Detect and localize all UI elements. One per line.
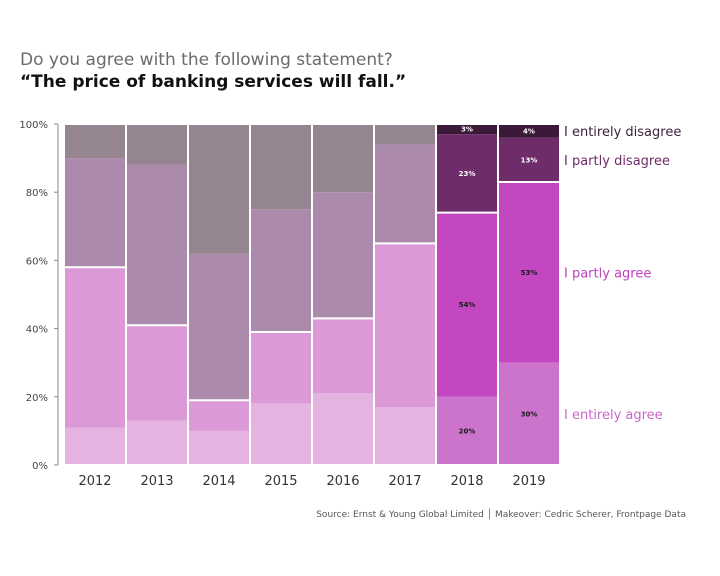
bar-segment-2013-i-entirely-agree [126, 420, 188, 465]
x-tick-label: 2019 [512, 474, 545, 489]
data-label-2018-i-partly-agree: 54% [459, 301, 476, 309]
bar-segment-2017-i-partly-agree [374, 243, 436, 408]
y-tick-label: 60% [26, 256, 48, 267]
x-tick-label: 2012 [78, 474, 111, 489]
bar-segment-2013-i-entirely-disagree [126, 124, 188, 165]
data-label-2019-i-entirely-disagree: 4% [523, 127, 535, 135]
data-labels-layer: 20% 54% 23% 3% 30% 53% 13% 4% [459, 126, 538, 436]
y-tick-label: 80% [26, 188, 48, 199]
bar-segment-2015-i-entirely-agree [250, 403, 312, 465]
x-tick-label: 2016 [326, 474, 359, 489]
data-label-2018-i-partly-disagree: 23% [459, 170, 476, 178]
bar-segment-2018-i-entirely-disagree [436, 124, 498, 135]
legend-labels: I entirely agree I partly agree I partly d… [564, 125, 681, 423]
bar-segment-2013-i-partly-agree [126, 325, 188, 421]
bar-segment-2017-i-entirely-disagree [374, 124, 436, 145]
bar-segment-2019-i-partly-agree [498, 181, 560, 363]
legend-label-i-entirely-disagree: I entirely disagree [564, 125, 681, 140]
bar-segment-2018-i-partly-agree [436, 212, 498, 397]
bar-segment-2017-i-partly-disagree [374, 144, 436, 244]
y-axis: 0% 20% 40% 60% 80% 100% [19, 120, 59, 472]
bar-segment-2015-i-partly-disagree [250, 209, 312, 333]
bar-segment-2014-i-entirely-agree [188, 430, 250, 465]
bar-segment-2019-i-entirely-agree [498, 362, 560, 465]
bar-segment-2016-i-entirely-agree [312, 393, 374, 465]
x-tick-label: 2015 [264, 474, 297, 489]
data-label-2019-i-partly-agree: 53% [521, 269, 538, 277]
bar-segment-2012-i-partly-disagree [64, 158, 126, 268]
bar-segment-2015-i-partly-agree [250, 332, 312, 404]
bar-segment-2017-i-entirely-agree [374, 407, 436, 465]
data-label-2019-i-entirely-agree: 30% [521, 410, 538, 418]
chart-question: Do you agree with the following statemen… [20, 50, 393, 70]
bars-layer [63, 123, 561, 466]
legend-label-i-partly-agree: I partly agree [564, 266, 651, 281]
bar-segment-2018-i-entirely-agree [436, 396, 498, 465]
legend-label-i-entirely-agree: I entirely agree [564, 408, 663, 423]
x-tick-label: 2017 [388, 474, 421, 489]
bar-segment-2014-i-partly-disagree [188, 253, 250, 401]
bar-segment-2014-i-entirely-disagree [188, 124, 250, 254]
x-axis: 2012 2013 2014 2015 2016 2017 2018 2019 [78, 474, 545, 489]
x-tick-label: 2013 [140, 474, 173, 489]
bar-outline-2019 [497, 123, 561, 466]
x-tick-label: 2014 [202, 474, 235, 489]
bar-segment-2014-i-partly-agree [188, 400, 250, 431]
bar-segment-2015-i-entirely-disagree [250, 124, 312, 210]
bar-segment-2018-i-partly-disagree [436, 134, 498, 213]
bar-segment-2012-i-entirely-disagree [64, 124, 126, 159]
y-tick-label: 20% [26, 393, 48, 404]
chart-statement: “The price of banking services will fall… [20, 72, 407, 92]
x-tick-label: 2018 [450, 474, 483, 489]
data-label-2018-i-entirely-disagree: 3% [461, 126, 473, 134]
data-label-2019-i-partly-disagree: 13% [521, 156, 538, 164]
y-tick-label: 40% [26, 325, 48, 336]
bar-segment-2019-i-partly-disagree [498, 137, 560, 182]
bar-segment-2016-i-entirely-disagree [312, 124, 374, 193]
bar-segment-2016-i-partly-disagree [312, 192, 374, 319]
y-tick-label: 0% [32, 461, 48, 472]
bar-segment-2012-i-partly-agree [64, 267, 126, 428]
bar-segment-2012-i-entirely-agree [64, 427, 126, 465]
source-note: Source: Ernst & Young Global Limited │ M… [316, 510, 686, 520]
data-label-2018-i-entirely-agree: 20% [459, 427, 476, 435]
legend-label-i-partly-disagree: I partly disagree [564, 154, 670, 169]
bar-segment-2013-i-partly-disagree [126, 164, 188, 326]
bar-segment-2016-i-partly-agree [312, 318, 374, 394]
bar-segment-2019-i-entirely-disagree [498, 124, 560, 138]
y-tick-label: 100% [19, 120, 48, 131]
